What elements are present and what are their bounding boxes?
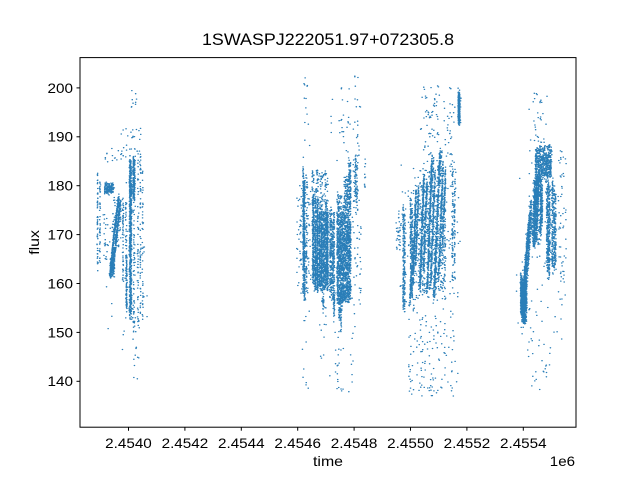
svg-text:1e6: 1e6 (550, 453, 575, 469)
svg-text:2.4554: 2.4554 (500, 435, 547, 451)
svg-text:2.4544: 2.4544 (218, 435, 265, 451)
svg-text:180: 180 (48, 178, 74, 194)
svg-text:2.4548: 2.4548 (331, 435, 378, 451)
svg-text:2.4540: 2.4540 (105, 435, 152, 451)
svg-text:1SWASPJ222051.97+072305.8: 1SWASPJ222051.97+072305.8 (202, 30, 454, 49)
svg-text:200: 200 (48, 80, 74, 96)
svg-text:2.4550: 2.4550 (387, 435, 434, 451)
svg-text:flux: flux (26, 230, 42, 255)
svg-text:2.4552: 2.4552 (444, 435, 491, 451)
svg-text:140: 140 (48, 373, 74, 389)
svg-text:190: 190 (48, 129, 74, 145)
svg-text:160: 160 (48, 275, 74, 291)
svg-text:time: time (313, 453, 343, 469)
svg-text:2.4546: 2.4546 (274, 435, 321, 451)
svg-text:2.4542: 2.4542 (162, 435, 209, 451)
svg-text:150: 150 (48, 324, 74, 340)
svg-text:170: 170 (48, 227, 74, 243)
